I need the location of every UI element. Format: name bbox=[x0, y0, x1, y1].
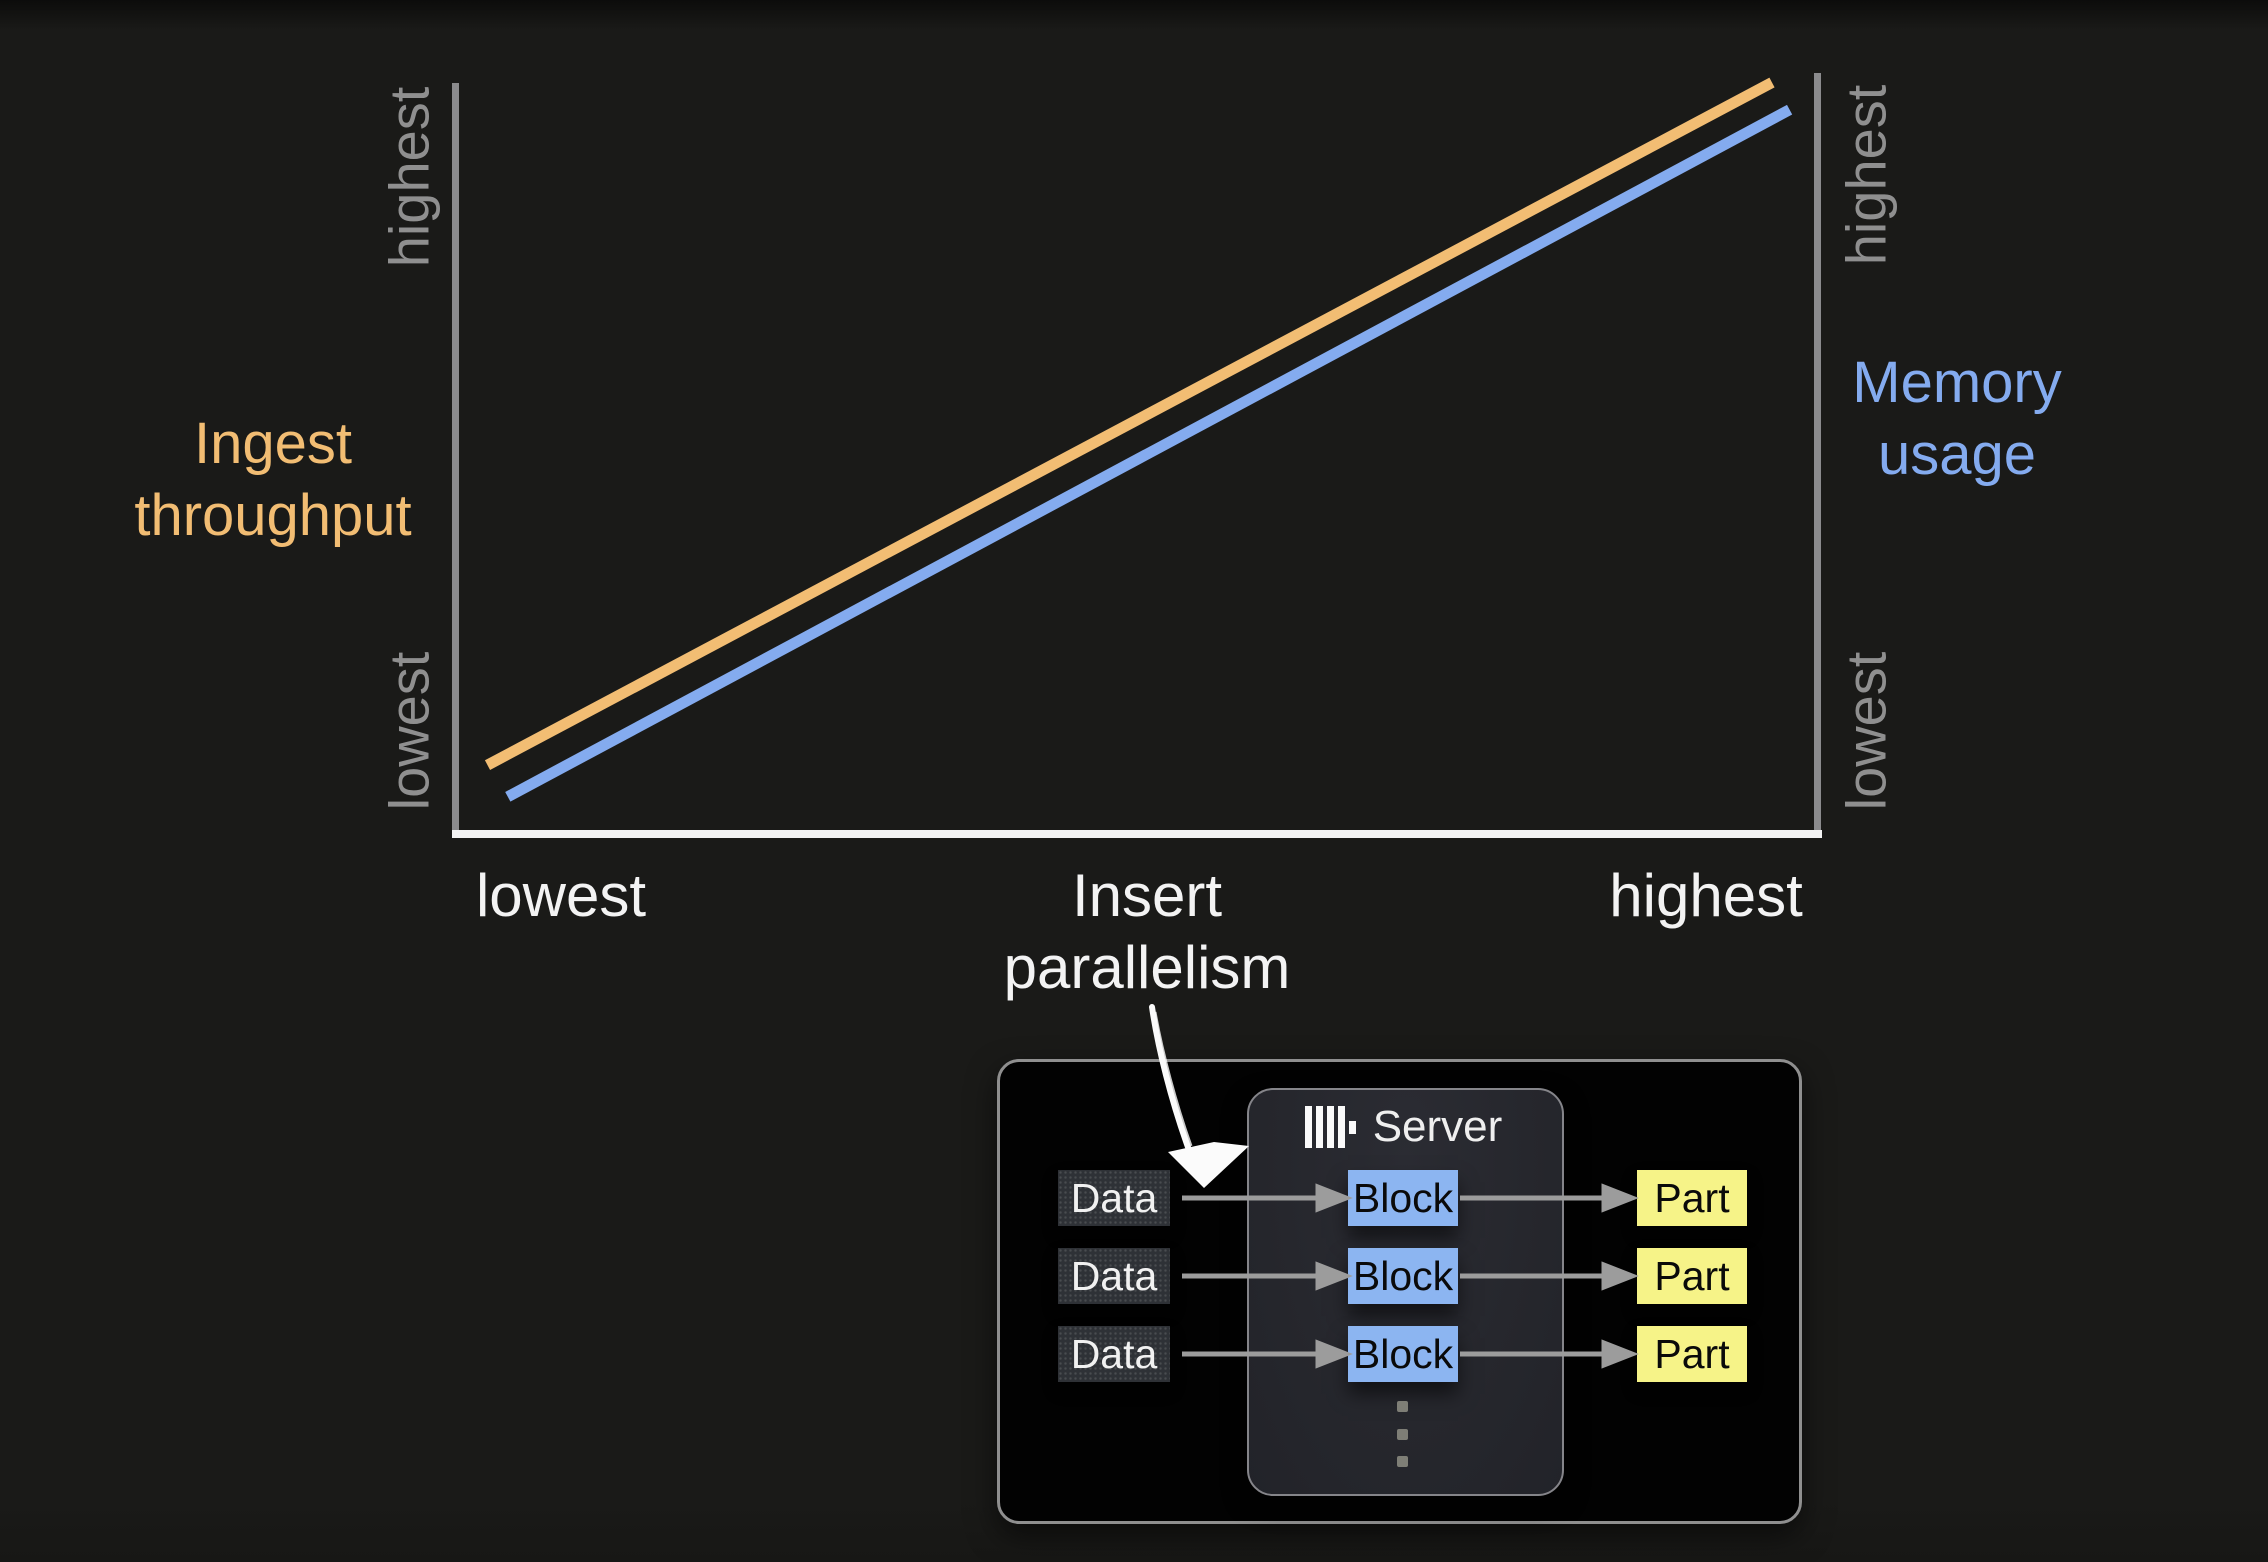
left-axis-title-line1: Ingest bbox=[194, 411, 352, 477]
series-line-ingest-throughput bbox=[484, 77, 1775, 770]
part-box-1: Part bbox=[1637, 1170, 1747, 1226]
series-line-memory-usage bbox=[505, 104, 1793, 802]
block-box-1: Block bbox=[1348, 1170, 1458, 1226]
right-y-axis bbox=[1814, 73, 1821, 837]
block-box-2: Block bbox=[1348, 1248, 1458, 1304]
left-axis-title-line2: throughput bbox=[134, 483, 412, 548]
data-box-1: Data bbox=[1058, 1170, 1170, 1226]
right-axis-title: Memory usage bbox=[1852, 347, 2061, 491]
x-axis-title-line1: Insert bbox=[1071, 862, 1223, 929]
data-box-3: Data bbox=[1058, 1326, 1170, 1382]
clickhouse-logo-icon bbox=[1304, 1106, 1356, 1148]
part-box-2: Part bbox=[1637, 1248, 1747, 1304]
part-box-3: Part bbox=[1637, 1326, 1747, 1382]
left-axis-title: Ingest throughput bbox=[134, 408, 411, 552]
x-axis-title: Insert parallelism bbox=[1004, 860, 1291, 1004]
right-axis-top-tick-label: highest bbox=[1834, 84, 1898, 266]
ellipsis-dot bbox=[1397, 1456, 1408, 1467]
left-axis-top-tick-label: highest bbox=[377, 86, 441, 268]
block-box-3: Block bbox=[1348, 1326, 1458, 1382]
server-title: Server bbox=[1372, 1102, 1503, 1151]
ellipsis-dot bbox=[1397, 1429, 1408, 1440]
x-axis-left-tick-label: lowest bbox=[475, 862, 647, 929]
server-header: Server bbox=[1247, 1102, 1560, 1151]
left-y-axis bbox=[452, 83, 459, 837]
x-axis bbox=[452, 830, 1822, 838]
left-axis-bottom-tick-label: lowest bbox=[377, 651, 441, 811]
right-axis-bottom-tick-label: lowest bbox=[1834, 651, 1898, 811]
x-axis-right-tick-label: highest bbox=[1609, 862, 1803, 929]
chart-series-lines bbox=[484, 77, 1793, 802]
data-box-2: Data bbox=[1058, 1248, 1170, 1304]
ellipsis-dot bbox=[1397, 1401, 1408, 1412]
right-axis-title-line1: Memory bbox=[1852, 350, 2062, 416]
right-axis-title-line2: usage bbox=[1877, 422, 2037, 487]
x-axis-title-line2: parallelism bbox=[1003, 934, 1291, 1001]
